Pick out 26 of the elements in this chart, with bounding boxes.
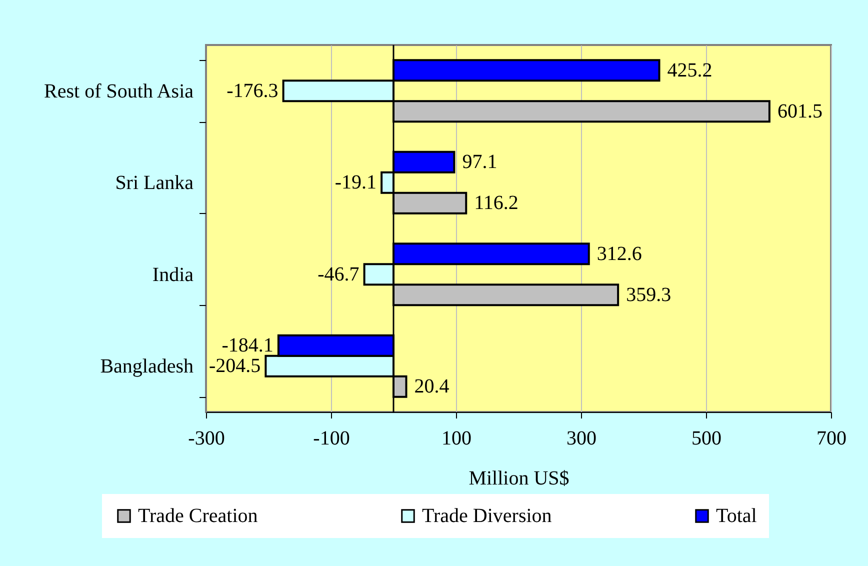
data-label: -46.7 — [318, 263, 360, 286]
data-label: -204.5 — [209, 355, 261, 378]
data-label: -184.1 — [222, 334, 274, 357]
x-tick-label: 300 — [566, 428, 596, 450]
x-tick-label: 100 — [442, 428, 472, 450]
data-label: 312.6 — [596, 242, 642, 265]
y-tick-label: Rest of South Asia — [44, 80, 194, 102]
x-axis-title: Million US$ — [468, 468, 570, 490]
data-label: -176.3 — [226, 80, 278, 102]
data-label: 425.2 — [667, 59, 712, 82]
data-label: 116.2 — [474, 192, 518, 214]
x-tick-label: 500 — [692, 428, 722, 450]
data-label: 359.3 — [626, 284, 672, 306]
data-label: -19.1 — [334, 172, 377, 194]
legend-label: Total — [716, 505, 758, 527]
data-label: 97.1 — [462, 151, 498, 174]
x-tick-label: 700 — [816, 428, 846, 450]
x-tick-label: -300 — [188, 428, 225, 450]
y-tick-label: Sri Lanka — [115, 172, 194, 194]
legend-label: Trade Diversion — [422, 505, 552, 527]
y-tick-label: Bangladesh — [100, 356, 194, 378]
y-tick-label: India — [152, 264, 194, 286]
data-label: 601.5 — [777, 100, 822, 122]
x-tick-label: -100 — [313, 428, 350, 450]
data-label: 20.4 — [414, 376, 450, 398]
legend-label: Trade Creation — [138, 505, 258, 527]
